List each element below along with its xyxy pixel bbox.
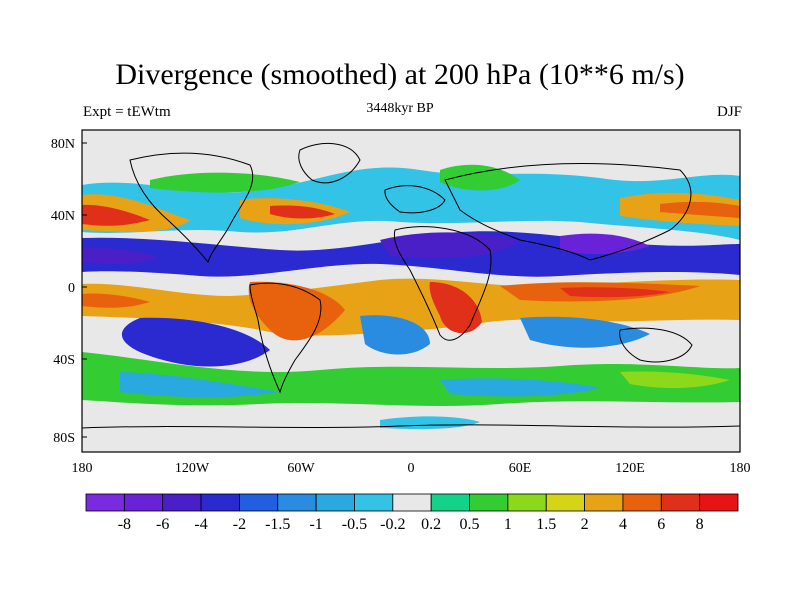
colorbar-swatch	[354, 493, 394, 512]
colorbar-label: 0.2	[421, 516, 441, 533]
north-midlat-band	[82, 167, 740, 240]
colorbar-swatch	[85, 493, 125, 512]
north-america-coast	[129, 152, 254, 264]
colorbar-swatch	[277, 493, 317, 512]
lon-tick-label: 60E	[509, 461, 532, 476]
south-america-divergence	[248, 281, 345, 341]
greenland-coast	[298, 142, 361, 184]
colorbar-swatch	[699, 493, 739, 512]
west-pacific-north-hot	[660, 201, 740, 218]
maritime-continent-max	[560, 287, 670, 298]
lon-axis: 180 120W 60W 0 60E 120E 180	[72, 461, 751, 476]
colorbar-label: 1.5	[536, 516, 556, 533]
colorbar-label: 8	[696, 516, 704, 533]
lon-tick-label: 180	[72, 461, 93, 476]
southern-blue-patch-2	[440, 378, 600, 397]
colorbar-swatch	[315, 493, 355, 512]
colorbar-swatch	[392, 493, 432, 512]
na-green	[150, 172, 300, 193]
lat-tick-label: 80S	[53, 431, 75, 446]
colorbar-swatch	[430, 493, 470, 512]
season-label: DJF	[716, 104, 742, 120]
indian-ocean-convergence	[520, 316, 650, 348]
colorbar-swatch	[545, 493, 585, 512]
southern-blue-patch-1	[120, 372, 280, 398]
atlantic-north-hot	[270, 205, 335, 219]
lon-tick-label: 0	[408, 461, 415, 476]
colorbar-swatch	[123, 493, 164, 512]
divergence-field	[82, 130, 740, 452]
colorbar-label: -2	[233, 516, 246, 533]
south-america-coast	[249, 282, 322, 394]
lat-tick-label: 40S	[53, 353, 75, 368]
colorbar-swatch	[507, 493, 547, 512]
colorbar-label: -6	[156, 516, 169, 533]
africa-strong-convergence	[380, 232, 520, 259]
lon-tick-label: 120E	[615, 461, 645, 476]
lat-axis: 80N 40N 0 40S 80S	[51, 137, 87, 446]
colorbar-swatch	[660, 493, 701, 512]
colorbar-swatch	[584, 493, 624, 512]
antarctic-neutral	[82, 415, 740, 452]
eurasia-green	[440, 164, 520, 191]
south-pacific-convergence	[121, 317, 271, 367]
southern-yellowgreen-patch	[620, 371, 730, 389]
colorbar-label: 0.5	[460, 516, 480, 533]
colorbar-label: -1	[309, 516, 322, 533]
colorbar-swatch	[469, 493, 509, 512]
central-pacific-divergence	[82, 293, 150, 308]
colorbar-label: 1	[504, 516, 512, 533]
colorbar-label: -0.2	[380, 516, 405, 533]
colorbar-label: -8	[118, 516, 131, 533]
antarctica-coast	[82, 424, 740, 429]
coastlines	[82, 142, 740, 429]
map-frame	[81, 129, 741, 453]
colorbar-label: 4	[619, 516, 627, 533]
colorbar-swatch	[162, 493, 202, 512]
asia-coast	[444, 162, 692, 261]
europe-coast	[384, 185, 446, 214]
south-atlantic-convergence	[360, 315, 430, 355]
africa-coast	[393, 226, 492, 341]
lon-tick-label: 120W	[175, 461, 210, 476]
colorbar-label: -1.5	[265, 516, 290, 533]
colorbar-swatch	[200, 493, 240, 512]
time-label: 3448kyr BP	[366, 101, 434, 116]
australia-coast	[619, 327, 693, 363]
south-africa-divergence	[429, 282, 482, 334]
colorbar-label: 6	[657, 516, 665, 533]
colorbar-swatch	[622, 493, 662, 512]
colorbar: -8 -6 -4 -2 -1.5 -1 -0.5 -0.2 0.2 0.5 1 1.5 2 4 6 8	[85, 493, 739, 533]
colorbar-label: 2	[581, 516, 589, 533]
lon-tick-label: 180	[730, 461, 751, 476]
lon-tick-label: 60W	[287, 461, 315, 476]
pacific-north-hot	[82, 204, 150, 226]
experiment-label: Expt = tEWtm	[83, 104, 171, 120]
lat-tick-label: 0	[68, 281, 75, 296]
colorbar-label: -0.5	[342, 516, 367, 533]
colorbar-swatch	[239, 493, 279, 512]
pacific-strong-convergence	[82, 247, 160, 264]
map-title: Divergence (smoothed) at 200 hPa (10**6 …	[115, 58, 685, 91]
asia-strong-convergence	[560, 233, 650, 255]
lat-tick-label: 80N	[51, 137, 75, 152]
lat-tick-label: 40N	[51, 209, 75, 224]
colorbar-label: -4	[194, 516, 207, 533]
